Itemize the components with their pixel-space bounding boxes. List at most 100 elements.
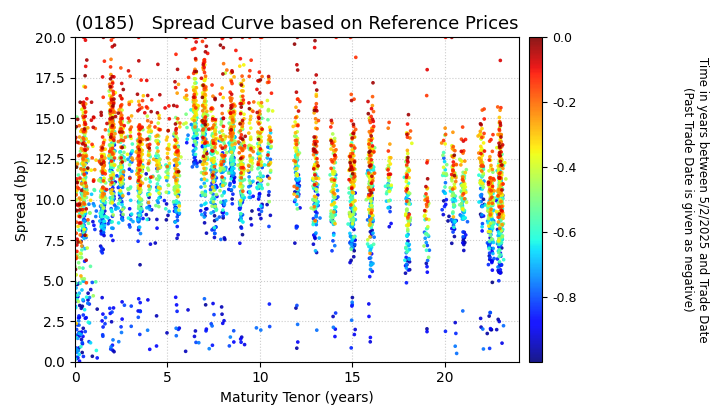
Point bbox=[347, 201, 359, 208]
Point bbox=[208, 142, 220, 148]
Point bbox=[291, 165, 302, 172]
Point bbox=[289, 198, 300, 205]
Point bbox=[368, 123, 379, 130]
Point bbox=[197, 118, 209, 125]
Point bbox=[107, 135, 118, 142]
Point bbox=[190, 151, 202, 158]
Point bbox=[365, 164, 377, 171]
Point bbox=[126, 98, 138, 105]
Point bbox=[106, 121, 117, 128]
Point bbox=[225, 187, 237, 194]
Point bbox=[81, 232, 92, 239]
Point bbox=[473, 172, 485, 178]
Point bbox=[366, 163, 378, 170]
Point bbox=[125, 212, 137, 218]
Point bbox=[96, 170, 108, 176]
Point bbox=[207, 139, 218, 146]
Point bbox=[236, 87, 248, 94]
Point bbox=[195, 184, 207, 190]
Point bbox=[207, 177, 219, 184]
Point bbox=[366, 220, 377, 227]
Point bbox=[107, 191, 119, 198]
Point bbox=[366, 135, 377, 142]
Point bbox=[346, 192, 358, 199]
Point bbox=[73, 358, 85, 365]
Point bbox=[329, 155, 341, 162]
Point bbox=[264, 223, 275, 230]
Point bbox=[117, 137, 129, 144]
Point bbox=[134, 198, 145, 205]
Point bbox=[447, 167, 459, 174]
Point bbox=[447, 190, 459, 197]
Point bbox=[366, 242, 377, 249]
Point bbox=[91, 207, 102, 214]
Point bbox=[246, 157, 258, 164]
Point bbox=[163, 146, 175, 153]
Point bbox=[365, 246, 377, 253]
Point bbox=[476, 145, 487, 152]
Point bbox=[116, 131, 127, 138]
Text: (0185)   Spread Curve based on Reference Prices: (0185) Spread Curve based on Reference P… bbox=[75, 15, 518, 33]
Point bbox=[190, 127, 202, 134]
Point bbox=[106, 159, 117, 165]
Point bbox=[347, 156, 359, 163]
Point bbox=[198, 191, 210, 198]
Point bbox=[71, 248, 83, 255]
Point bbox=[104, 112, 116, 119]
Point bbox=[217, 123, 229, 130]
Point bbox=[495, 163, 507, 170]
Point bbox=[169, 218, 181, 225]
Point bbox=[227, 129, 238, 136]
Point bbox=[365, 192, 377, 199]
Point bbox=[175, 154, 186, 160]
Point bbox=[200, 111, 212, 118]
Point bbox=[498, 181, 509, 187]
Point bbox=[226, 132, 238, 139]
Point bbox=[189, 144, 201, 151]
Point bbox=[98, 190, 109, 197]
Point bbox=[327, 219, 338, 226]
Point bbox=[446, 163, 458, 170]
Point bbox=[73, 329, 85, 336]
Point bbox=[448, 222, 459, 229]
Point bbox=[205, 105, 217, 112]
Point bbox=[108, 99, 120, 106]
Point bbox=[134, 197, 145, 203]
Point bbox=[256, 125, 267, 131]
Point bbox=[96, 205, 108, 211]
Point bbox=[328, 200, 339, 206]
Point bbox=[293, 184, 305, 190]
Point bbox=[96, 222, 107, 228]
Point bbox=[153, 162, 164, 168]
Point bbox=[107, 128, 118, 134]
Point bbox=[198, 136, 210, 143]
Point bbox=[364, 160, 375, 167]
Point bbox=[309, 161, 320, 168]
Point bbox=[328, 182, 340, 189]
Point bbox=[95, 188, 107, 194]
Point bbox=[199, 136, 210, 143]
Point bbox=[228, 74, 240, 80]
Point bbox=[132, 162, 144, 168]
Point bbox=[495, 104, 507, 111]
Point bbox=[310, 194, 322, 201]
Point bbox=[198, 121, 210, 127]
Point bbox=[364, 180, 375, 187]
Point bbox=[364, 160, 376, 167]
Point bbox=[135, 184, 146, 190]
Point bbox=[171, 158, 182, 164]
Point bbox=[78, 99, 89, 105]
Point bbox=[329, 212, 341, 218]
Point bbox=[238, 171, 249, 178]
Point bbox=[496, 262, 508, 268]
Point bbox=[104, 131, 115, 138]
Point bbox=[228, 145, 239, 152]
Point bbox=[228, 108, 239, 115]
Point bbox=[494, 157, 505, 163]
Point bbox=[364, 213, 376, 219]
Point bbox=[330, 310, 341, 316]
Point bbox=[460, 136, 472, 143]
Point bbox=[327, 176, 338, 183]
Point bbox=[108, 138, 120, 144]
Point bbox=[326, 210, 338, 217]
